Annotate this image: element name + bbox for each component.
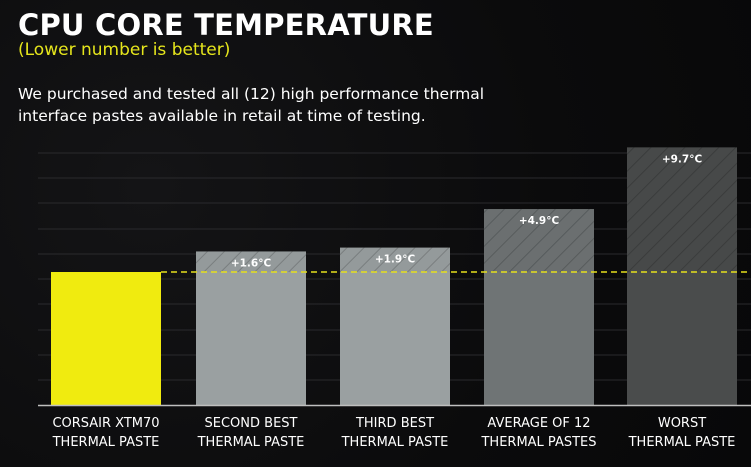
category-label-line: THERMAL PASTE xyxy=(52,435,160,450)
bar-delta-hatch-4 xyxy=(484,209,594,272)
bar-delta-hatch-5 xyxy=(627,147,737,272)
data-label-3: +1.9°C xyxy=(375,254,416,266)
category-label-line: AVERAGE OF 12 xyxy=(487,416,590,431)
data-labels: +1.6°C +1.9°C +4.9°C +9.7°C xyxy=(231,153,703,269)
bar-3 xyxy=(340,247,450,405)
chart-subtitle: (Lower number is better) xyxy=(18,40,231,60)
category-label-1: CORSAIR XTM70 THERMAL PASTE xyxy=(52,416,160,450)
data-label-2: +1.6°C xyxy=(231,257,272,269)
category-label-line: THERMAL PASTE xyxy=(341,435,449,450)
category-label-line: THERMAL PASTES xyxy=(480,435,596,450)
category-label-2: SECOND BEST THERMAL PASTE xyxy=(197,416,305,450)
category-label-line: SECOND BEST xyxy=(205,416,298,431)
category-label-3: THIRD BEST THERMAL PASTE xyxy=(341,416,449,450)
bar-delta-hatch-3 xyxy=(340,247,450,272)
category-label-5: WORST THERMAL PASTE xyxy=(628,416,736,450)
bar-delta-hatch-2 xyxy=(196,251,306,272)
category-labels: CORSAIR XTM70 THERMAL PASTE SECOND BEST THE… xyxy=(52,416,736,450)
bar-1 xyxy=(51,272,161,405)
category-label-line: THERMAL PASTE xyxy=(197,435,305,450)
category-label-4: AVERAGE OF 12 THERMAL PASTES xyxy=(480,416,596,450)
data-label-5: +9.7°C xyxy=(662,153,703,165)
data-label-4: +4.9°C xyxy=(519,215,560,227)
category-label-line: THIRD BEST xyxy=(355,416,434,431)
category-label-line: THERMAL PASTE xyxy=(628,435,736,450)
category-label-line: WORST xyxy=(658,416,706,431)
chart-description: We purchased and tested all (12) high pe… xyxy=(18,85,485,125)
bar-2 xyxy=(196,251,306,405)
chart-title: CPU CORE TEMPERATURE xyxy=(18,8,434,42)
bars xyxy=(51,147,737,406)
category-label-line: CORSAIR XTM70 xyxy=(52,416,159,431)
